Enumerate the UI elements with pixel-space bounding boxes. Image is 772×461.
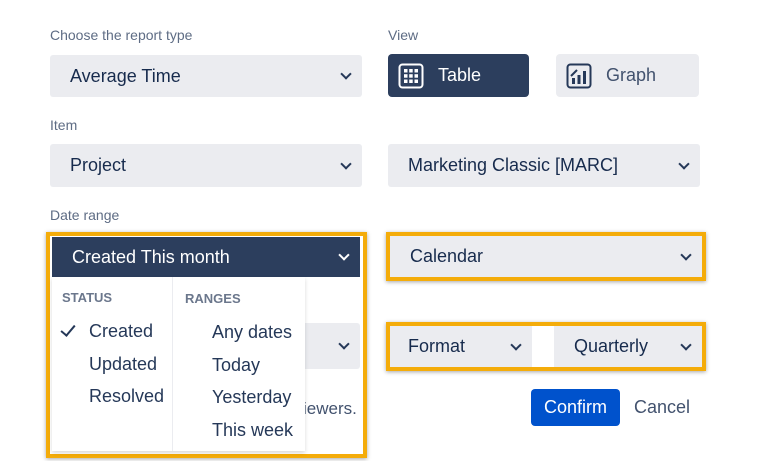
chevron-down-icon bbox=[338, 249, 350, 261]
ranges-header: RANGES bbox=[185, 291, 241, 306]
item-select[interactable]: Project bbox=[50, 144, 362, 187]
status-option-created[interactable]: Created bbox=[89, 321, 154, 341]
format-value: Format bbox=[408, 336, 466, 356]
item-value: Project bbox=[70, 155, 127, 175]
date-range-label: Date range bbox=[50, 207, 120, 223]
column-divider bbox=[172, 277, 173, 451]
status-option-resolved[interactable]: Resolved bbox=[89, 386, 165, 406]
chevron-down-icon bbox=[340, 68, 352, 80]
chevron-down-icon bbox=[680, 338, 692, 351]
range-option-this-week[interactable]: This week bbox=[212, 420, 294, 440]
date-range-value: Created This month bbox=[72, 246, 230, 267]
report-type-label: Choose the report type bbox=[50, 27, 193, 43]
date-range-dropdown: STATUS RANGES Created Updated Resolved A… bbox=[52, 277, 305, 451]
view-graph-button[interactable]: Graph bbox=[556, 54, 699, 97]
table-label: Table bbox=[438, 65, 482, 85]
project-select[interactable]: Marketing Classic [MARC] bbox=[388, 144, 700, 187]
format-highlight bbox=[386, 322, 706, 371]
calendar-select[interactable]: Calendar bbox=[390, 236, 702, 277]
graph-icon bbox=[566, 63, 592, 88]
calendar-highlight bbox=[386, 232, 706, 281]
report-type-select[interactable]: Average Time bbox=[50, 55, 362, 97]
report-type-value: Average Time bbox=[70, 65, 181, 86]
period-value: Quarterly bbox=[574, 336, 649, 356]
confirm-button[interactable]: Confirm bbox=[531, 389, 620, 426]
range-option-any[interactable]: Any dates bbox=[212, 322, 293, 342]
status-option-updated[interactable]: Updated bbox=[89, 354, 158, 374]
range-option-today[interactable]: Today bbox=[212, 355, 261, 375]
cancel-button[interactable]: Cancel bbox=[634, 397, 691, 417]
format-select[interactable]: Format bbox=[390, 326, 532, 367]
chevron-down-icon bbox=[680, 248, 692, 261]
table-icon bbox=[398, 63, 424, 88]
date-range-select[interactable]: Created This month bbox=[52, 237, 360, 277]
view-label: View bbox=[388, 27, 419, 43]
chevron-down-icon bbox=[510, 338, 522, 351]
status-header: STATUS bbox=[62, 290, 113, 305]
chevron-down-icon bbox=[678, 157, 690, 170]
chevron-down-icon bbox=[340, 157, 352, 170]
view-table-button[interactable]: Table bbox=[388, 54, 529, 97]
range-option-yesterday[interactable]: Yesterday bbox=[212, 387, 292, 407]
graph-label: Graph bbox=[606, 65, 657, 85]
underlying-text: iewers. bbox=[303, 399, 357, 418]
calendar-value: Calendar bbox=[410, 246, 484, 266]
date-range-highlight bbox=[46, 232, 367, 458]
project-value: Marketing Classic [MARC] bbox=[408, 155, 619, 175]
item-label: Item bbox=[50, 117, 78, 133]
period-select[interactable]: Quarterly bbox=[554, 326, 702, 367]
check-icon bbox=[60, 321, 76, 337]
